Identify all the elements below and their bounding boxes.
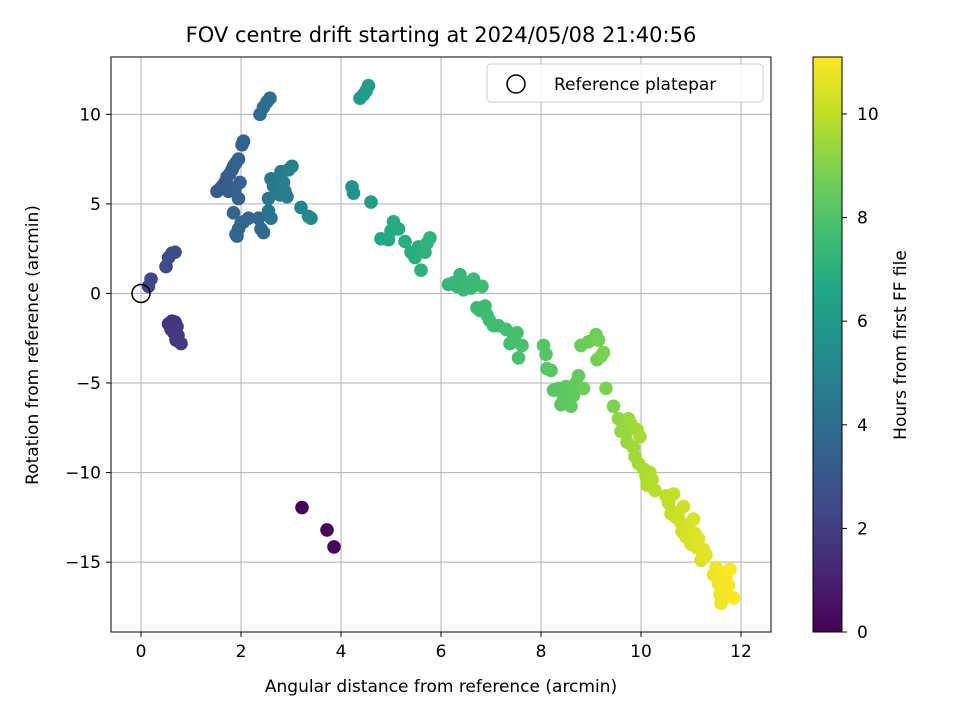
data-point <box>251 211 266 226</box>
x-axis-ticks: 0 2 4 6 8 10 12 <box>136 632 752 662</box>
data-point <box>676 499 691 514</box>
data-point <box>539 347 553 362</box>
data-point <box>596 345 611 360</box>
x-tick-label: 0 <box>136 642 147 662</box>
data-point <box>408 250 422 265</box>
data-point <box>294 200 308 215</box>
data-point <box>576 381 591 396</box>
data-point <box>499 322 513 337</box>
x-tick-label: 12 <box>730 642 752 662</box>
data-point <box>241 211 256 226</box>
data-point <box>510 326 524 340</box>
colorbar-label: Hours from first FF file <box>891 250 911 440</box>
data-point <box>285 159 299 174</box>
data-point <box>280 189 294 204</box>
y-axis-label: Rotation from reference (arcmin) <box>23 205 43 485</box>
data-point <box>423 231 437 245</box>
data-point <box>236 134 251 148</box>
legend-entry-reference: Reference platepar <box>554 75 716 95</box>
colorbar-tick-label: 10 <box>857 105 879 125</box>
x-tick-label: 4 <box>336 642 347 662</box>
data-point <box>391 222 406 236</box>
data-point <box>230 229 244 243</box>
x-tick-label: 2 <box>236 642 247 662</box>
data-point <box>414 263 428 277</box>
y-tick-label: 5 <box>90 195 101 215</box>
scatter-points <box>141 78 741 611</box>
data-point <box>361 78 376 93</box>
data-point <box>346 186 361 200</box>
data-point <box>564 399 578 414</box>
colorbar <box>812 56 843 633</box>
data-point <box>364 195 378 209</box>
colorbar-ticks: 0 2 4 6 8 10 <box>842 105 879 643</box>
data-point <box>721 578 736 593</box>
colorbar-tick-label: 2 <box>857 519 868 539</box>
data-point <box>304 211 318 226</box>
legend-marker-reference <box>506 74 526 94</box>
grid-lines <box>111 57 771 632</box>
data-point <box>144 272 158 286</box>
y-tick-label: −10 <box>65 464 101 484</box>
data-point <box>633 429 647 444</box>
x-tick-label: 6 <box>436 642 447 662</box>
data-point <box>645 472 659 487</box>
y-tick-label: 10 <box>79 105 101 125</box>
data-point <box>571 369 586 383</box>
colorbar-tick-label: 4 <box>857 416 868 436</box>
colorbar-tick-label: 0 <box>857 623 868 643</box>
data-point <box>168 245 182 260</box>
data-point <box>295 500 309 515</box>
data-point <box>231 191 246 206</box>
data-point <box>327 540 341 554</box>
data-point <box>515 338 529 353</box>
data-point <box>666 487 681 501</box>
data-point <box>263 91 277 105</box>
data-point <box>691 532 706 546</box>
y-tick-label: −5 <box>76 374 101 394</box>
chart-title: FOV centre drift starting at 2024/05/08 … <box>186 23 697 47</box>
data-point <box>165 320 179 335</box>
data-point <box>544 363 558 378</box>
data-point <box>566 388 581 403</box>
data-point <box>233 175 247 190</box>
data-point <box>398 234 412 249</box>
y-axis-ticks: −15 −10 −5 0 5 10 <box>65 105 111 573</box>
data-point <box>699 548 713 562</box>
data-point <box>264 211 278 226</box>
y-tick-label: 0 <box>90 284 101 304</box>
data-point <box>591 333 606 347</box>
data-point <box>606 399 621 414</box>
x-tick-label: 10 <box>630 642 652 662</box>
data-point <box>648 483 662 498</box>
data-point <box>320 523 334 537</box>
colorbar-tick-label: 6 <box>857 312 868 332</box>
data-point <box>256 225 271 240</box>
y-tick-label: −15 <box>65 553 101 573</box>
data-point <box>453 267 467 282</box>
data-point <box>511 351 526 365</box>
reference-point-marker <box>131 283 151 304</box>
data-point <box>726 591 741 605</box>
x-axis-label: Angular distance from reference (arcmin) <box>265 677 617 697</box>
data-point <box>231 152 246 166</box>
data-point <box>174 336 188 351</box>
data-point <box>226 206 241 220</box>
data-point <box>686 512 701 526</box>
data-point <box>723 562 737 577</box>
x-tick-label: 8 <box>536 642 547 662</box>
colorbar-tick-label: 8 <box>857 209 868 229</box>
data-point <box>599 381 613 396</box>
data-point <box>475 279 489 294</box>
legend: Reference platepar <box>486 63 764 103</box>
